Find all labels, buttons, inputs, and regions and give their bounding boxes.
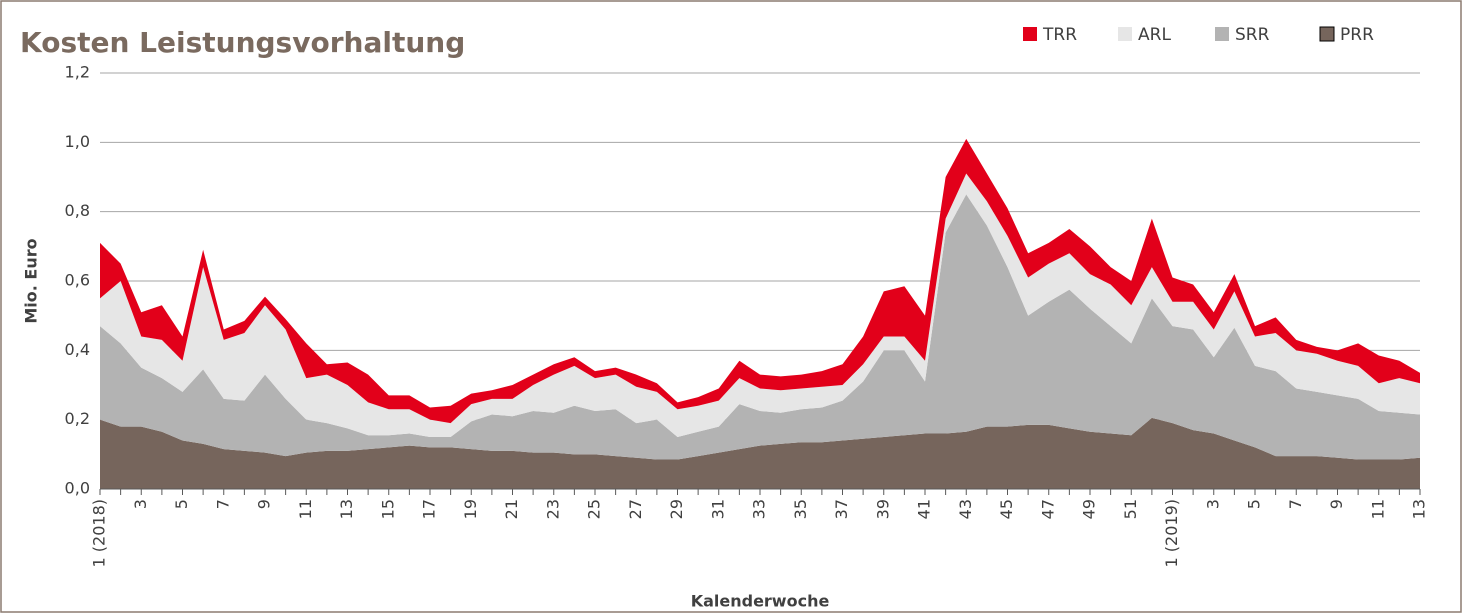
x-tick-label: 37	[832, 499, 851, 519]
legend-swatch	[1023, 27, 1037, 41]
chart-title: Kosten Leistungsvorhaltung	[20, 26, 465, 59]
y-tick-label: 1,2	[65, 63, 90, 82]
legend-swatch	[1118, 27, 1132, 41]
x-tick-label: 19	[461, 499, 480, 519]
area	[100, 194, 1420, 460]
x-tick-label: 21	[502, 499, 521, 519]
x-tick-label: 11	[1368, 499, 1387, 519]
x-tick-label: 35	[791, 499, 810, 519]
y-tick-label: 0,2	[65, 409, 90, 428]
x-tick-label: 9	[255, 499, 274, 509]
x-tick-label: 1 (2018)	[90, 499, 109, 567]
x-tick-label: 3	[1203, 499, 1222, 509]
x-tick-label: 51	[1121, 499, 1140, 519]
x-axis-label: Kalenderwoche	[691, 592, 830, 611]
x-tick-label: 25	[585, 499, 604, 519]
legend-label: TRR	[1042, 25, 1077, 45]
x-tick-label: 49	[1080, 499, 1099, 519]
y-tick-label: 0,8	[65, 201, 90, 220]
x-tick-label: 11	[296, 499, 315, 519]
x-tick-label: 13	[337, 499, 356, 519]
y-tick-label: 0,0	[65, 479, 90, 498]
y-tick-label: 0,4	[65, 340, 90, 359]
x-tick-label: 7	[1286, 499, 1305, 509]
legend-label: PRR	[1340, 25, 1374, 45]
x-tick-label: 45	[997, 499, 1016, 519]
x-tick-label: 5	[172, 499, 191, 509]
legend-label: ARL	[1138, 25, 1171, 45]
x-tick-label: 7	[213, 499, 232, 509]
y-axis-label: Mio. Euro	[22, 238, 41, 323]
x-tick-label: 43	[956, 499, 975, 519]
x-tick-label: 17	[420, 499, 439, 519]
x-tick-label: 9	[1327, 499, 1346, 509]
x-tick-label: 41	[915, 499, 934, 519]
x-tick-label: 33	[750, 499, 769, 519]
y-tick-label: 1,0	[65, 132, 90, 151]
x-tick-label: 13	[1410, 499, 1429, 519]
x-tick-label: 1 (2019)	[1162, 499, 1181, 567]
x-tick-label: 27	[626, 499, 645, 519]
x-tick-label: 15	[378, 499, 397, 519]
x-tick-label: 5	[1245, 499, 1264, 509]
x-tick-label: 39	[873, 499, 892, 519]
x-tick-label: 23	[543, 499, 562, 519]
x-tick-label: 3	[131, 499, 150, 509]
legend-swatch	[1319, 26, 1335, 42]
area	[100, 417, 1420, 489]
legend-swatch	[1215, 27, 1229, 41]
x-tick-label: 29	[667, 499, 686, 519]
x-tick-label: 47	[1038, 499, 1057, 519]
y-tick-label: 0,6	[65, 271, 90, 290]
legend-label: SRR	[1235, 25, 1270, 45]
x-tick-label: 31	[708, 499, 727, 519]
